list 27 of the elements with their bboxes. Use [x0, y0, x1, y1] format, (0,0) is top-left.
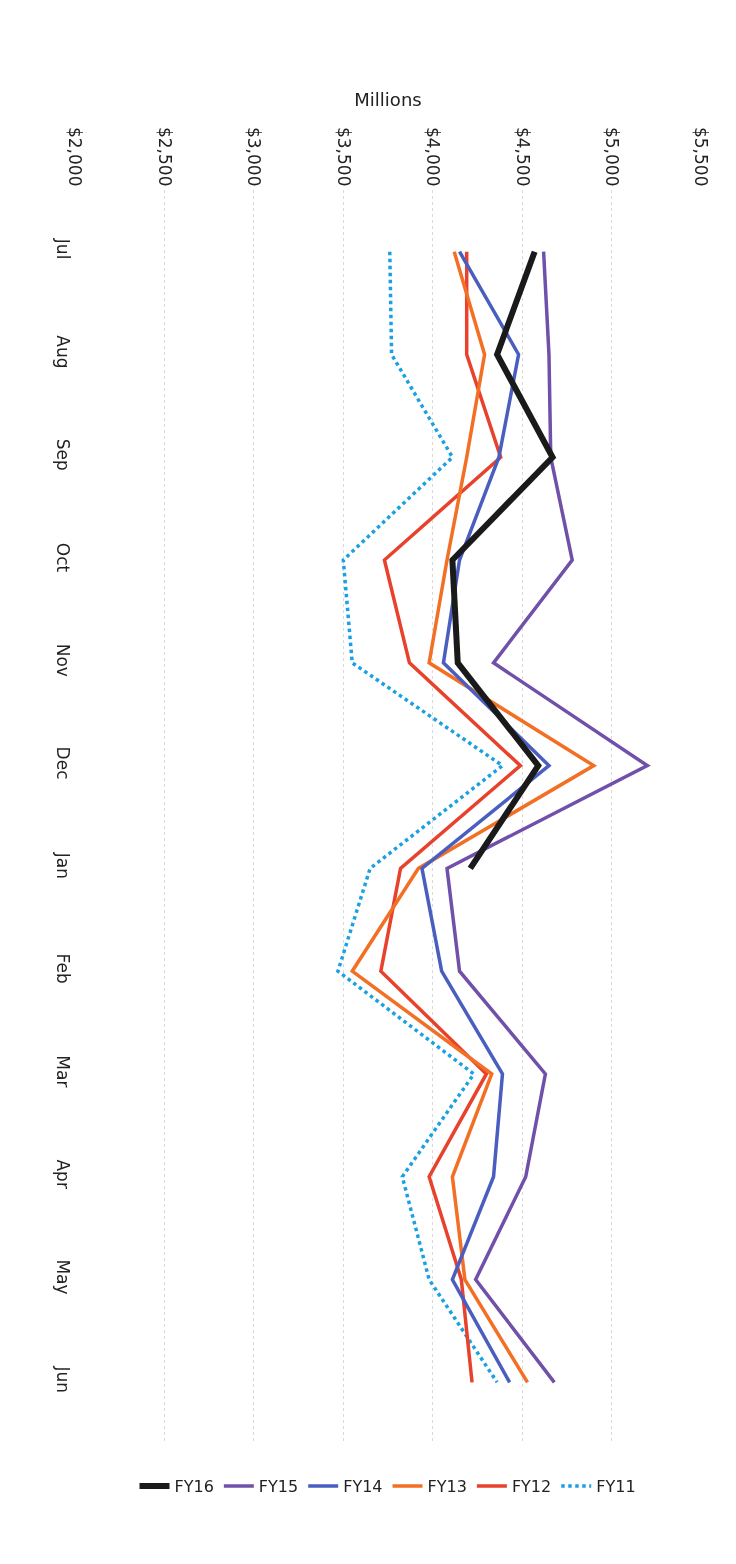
- x-tick-label: $4,500: [512, 126, 533, 187]
- legend-label: FY11: [596, 1477, 636, 1497]
- legend-label: FY14: [343, 1477, 383, 1497]
- x-axis-title: Millions: [354, 89, 422, 111]
- legend-label: FY12: [511, 1477, 552, 1497]
- y-tick-label: Dec: [53, 746, 73, 780]
- y-tick-label: Oct: [53, 542, 73, 573]
- x-tick-label: $3,500: [333, 126, 354, 187]
- x-tick-label: $5,500: [691, 126, 712, 187]
- y-tick-label: Jul: [53, 237, 73, 260]
- y-tick-label: Aug: [53, 335, 73, 369]
- x-tick-label: $4,000: [423, 126, 444, 187]
- y-tick-label: Jun: [53, 1365, 73, 1394]
- x-tick-label: $2,500: [154, 126, 175, 187]
- y-tick-label: Jan: [53, 851, 73, 879]
- legend-label: FY13: [427, 1477, 467, 1497]
- y-tick-label: Mar: [53, 1055, 73, 1088]
- y-tick-label: Nov: [53, 643, 73, 677]
- y-tick-label: May: [53, 1259, 73, 1295]
- x-tick-label: $5,000: [602, 126, 623, 187]
- y-tick-label: Apr: [53, 1159, 73, 1189]
- y-tick-label: Feb: [53, 953, 73, 984]
- x-tick-label: $2,000: [65, 126, 86, 187]
- legend-label: FY15: [258, 1477, 299, 1497]
- x-tick-label: $3,000: [244, 126, 265, 187]
- legend-label: FY16: [174, 1477, 214, 1497]
- y-tick-label: Sep: [53, 438, 73, 471]
